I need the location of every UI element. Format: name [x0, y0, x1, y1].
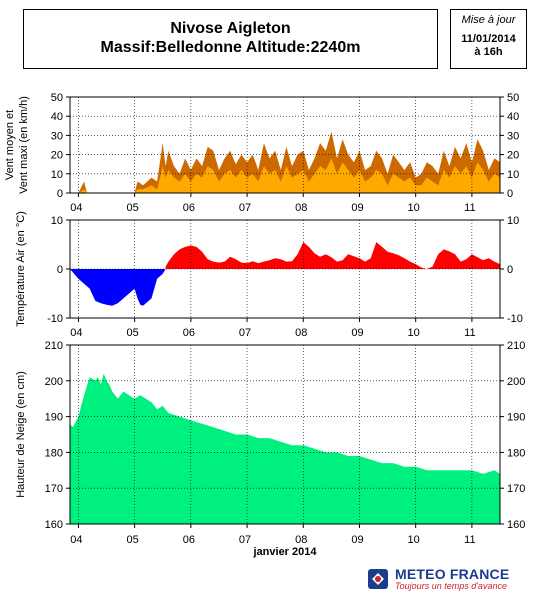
x-tick-label: 05	[127, 534, 139, 546]
x-tick-label: 04	[70, 327, 82, 339]
y-axis-label: Vent moyen et	[4, 110, 16, 180]
update-box: Mise à jour 11/01/2014 à 16h	[450, 9, 527, 69]
x-tick-label: 08	[295, 534, 307, 546]
y-tick-label-left: 10	[51, 169, 63, 181]
y-tick-label-left: 160	[45, 519, 63, 531]
x-tick-label: 07	[239, 534, 251, 546]
x-tick-label: 10	[408, 202, 420, 214]
y-tick-label-left: 30	[51, 130, 63, 142]
panel-frame	[69, 344, 501, 525]
nivose-chart: 0 0 10 10 20 20 30 30 40 40 50 50 04 05 06 07 08 09 10 11 Ve…	[4, 92, 525, 558]
y-tick-label-left: 200	[45, 376, 63, 388]
x-tick-label: 11	[464, 327, 475, 339]
panel-frame	[69, 96, 501, 194]
y-tick-label-right: 0	[507, 264, 513, 276]
series-area-2-2	[165, 242, 500, 269]
meteo-france-logo: METEO FRANCE Toujours un temps d'avance	[367, 566, 535, 592]
logo-tagline: Toujours un temps d'avance	[395, 581, 507, 591]
y-tick-label-left: 0	[57, 264, 63, 276]
y-axis-label: Hauteur de Neige (en cm)	[15, 371, 27, 498]
x-tick-label: 06	[183, 202, 195, 214]
x-tick-label: 04	[70, 202, 82, 214]
x-tick-label: 09	[351, 534, 363, 546]
panel-frame	[69, 219, 501, 319]
y-tick-label-right: 0	[507, 188, 513, 200]
y-tick-label-left: 40	[51, 111, 63, 123]
y-tick-label-right: 200	[507, 376, 525, 388]
y-tick-label-right: 190	[507, 412, 525, 424]
y-tick-label-left: -10	[47, 313, 63, 325]
y-tick-label-left: 180	[45, 447, 63, 459]
x-axis-label: janvier 2014	[253, 546, 318, 558]
y-tick-label-left: 170	[45, 483, 63, 495]
y-tick-label-left: 190	[45, 412, 63, 424]
x-tick-label: 08	[295, 327, 307, 339]
y-tick-label-left: 20	[51, 150, 63, 162]
y-tick-label-right: 30	[507, 130, 519, 142]
y-tick-label-left: 10	[51, 215, 63, 227]
x-tick-label: 06	[183, 327, 195, 339]
x-tick-label: 06	[183, 534, 195, 546]
update-hour: à 16h	[474, 46, 503, 58]
meteo-france-logo-icon	[368, 569, 388, 589]
y-tick-label-right: 50	[507, 92, 519, 104]
x-tick-label: 04	[70, 534, 82, 546]
x-tick-label: 10	[408, 327, 420, 339]
y-tick-label-right: -10	[507, 313, 523, 325]
x-tick-label: 09	[351, 202, 363, 214]
x-tick-label: 07	[239, 327, 251, 339]
y-tick-label-right: 170	[507, 483, 525, 495]
y-tick-label-left: 0	[57, 188, 63, 200]
logo-name: METEO FRANCE	[395, 566, 510, 582]
y-tick-label-left: 210	[45, 340, 63, 352]
update-label: Mise à jour	[461, 14, 516, 26]
station-subtitle: Massif:Belledonne Altitude:2240m	[100, 39, 361, 56]
series-area-1-2	[70, 158, 500, 193]
y-axis-label: Vent maxi (en km/h)	[18, 96, 30, 194]
x-tick-label: 11	[464, 202, 475, 214]
x-tick-label: 11	[464, 534, 475, 546]
x-tick-label: 10	[408, 534, 420, 546]
x-tick-label: 05	[127, 327, 139, 339]
y-axis-label: Température Air (en °C)	[15, 211, 27, 327]
x-tick-label: 09	[351, 327, 363, 339]
title-box: Nivose Aigleton Massif:Belledonne Altitu…	[23, 9, 438, 69]
y-tick-label-right: 20	[507, 150, 519, 162]
series-area-2-1	[70, 269, 166, 306]
update-date: 11/01/2014	[461, 33, 516, 45]
y-tick-label-right: 40	[507, 111, 519, 123]
station-title: Nivose Aigleton	[170, 20, 291, 37]
y-tick-label-right: 160	[507, 519, 525, 531]
y-tick-label-right: 10	[507, 169, 519, 181]
y-tick-label-left: 50	[51, 92, 63, 104]
x-tick-label: 05	[127, 202, 139, 214]
x-tick-label: 07	[239, 202, 251, 214]
y-tick-label-right: 210	[507, 340, 525, 352]
series-area-3-1	[70, 373, 500, 524]
x-tick-label: 08	[295, 202, 307, 214]
y-tick-label-right: 10	[507, 215, 519, 227]
y-tick-label-right: 180	[507, 447, 525, 459]
